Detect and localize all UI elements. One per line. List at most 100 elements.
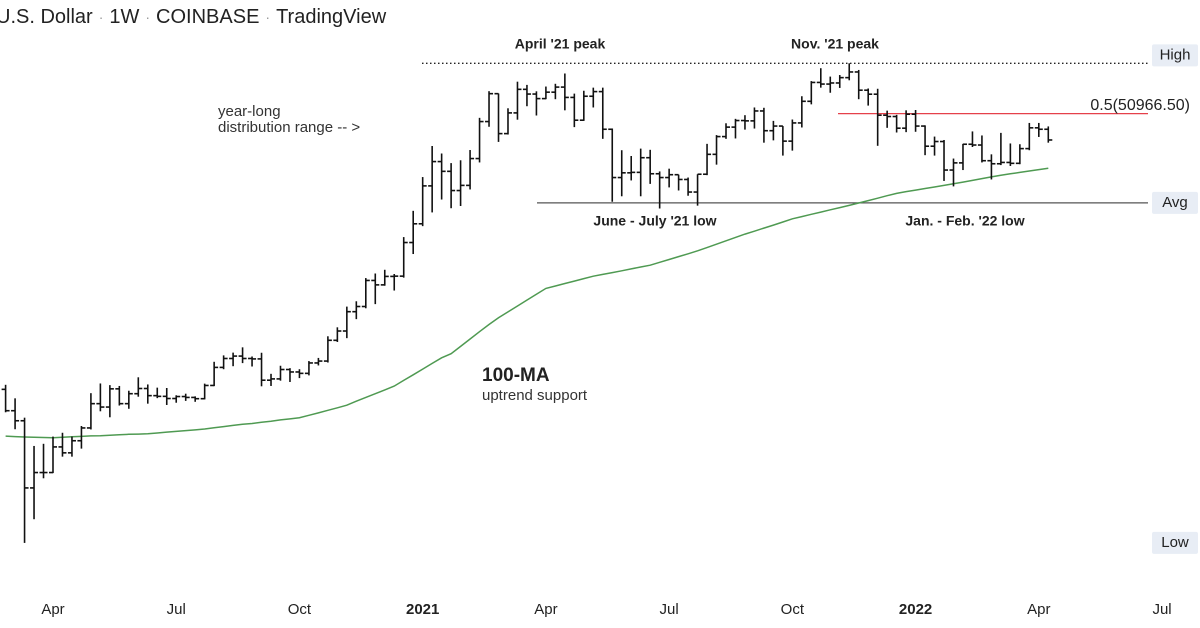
ohlc-bar bbox=[285, 368, 294, 382]
ohlc-bar bbox=[390, 273, 399, 291]
level-tag-label: High bbox=[1160, 46, 1191, 63]
ohlc-bar bbox=[485, 91, 494, 127]
ohlc-bar bbox=[210, 361, 219, 387]
level-tag-box bbox=[1152, 191, 1198, 214]
title-part: U.S. Dollar bbox=[0, 6, 93, 28]
ohlc-bar bbox=[248, 356, 257, 367]
ohlc-bar bbox=[911, 110, 920, 132]
ohlc-bar bbox=[447, 163, 456, 209]
ohlc-bar bbox=[1006, 143, 1015, 166]
x-tick-label: 2021 bbox=[406, 601, 439, 618]
ohlc-bar bbox=[399, 237, 408, 278]
ohlc-bar bbox=[418, 177, 427, 227]
x-tick-label: Apr bbox=[534, 601, 557, 618]
level-tag-box bbox=[1152, 531, 1198, 554]
ohlc-bar bbox=[541, 86, 550, 100]
annotation: June - July '21 low bbox=[593, 213, 716, 229]
ohlc-bar bbox=[608, 128, 617, 202]
ohlc-bar bbox=[105, 385, 114, 418]
x-tick-label: Oct bbox=[781, 601, 805, 618]
ohlc-bar bbox=[162, 387, 171, 405]
ohlc-bar bbox=[437, 153, 446, 200]
level-tag-box bbox=[1152, 44, 1198, 67]
ohlc-bar bbox=[475, 117, 484, 163]
annotation: distribution range -- > bbox=[218, 119, 360, 136]
ohlc-bar bbox=[219, 355, 228, 370]
ohlc-bar bbox=[958, 143, 967, 171]
ohlc-bar bbox=[257, 352, 266, 387]
ohlc-bar bbox=[361, 278, 370, 309]
ohlc-bar bbox=[940, 139, 949, 181]
ohlc-bar bbox=[371, 273, 380, 305]
ohlc-bar bbox=[740, 115, 749, 130]
x-tick-label: 2022 bbox=[899, 601, 932, 618]
ohlc-bar bbox=[153, 387, 162, 399]
ohlc-bar bbox=[598, 87, 607, 139]
ohlc-bar bbox=[115, 385, 124, 406]
ohlc-bar bbox=[295, 369, 304, 379]
ohlc-bar bbox=[1015, 144, 1024, 165]
ohlc-bar bbox=[873, 88, 882, 146]
ohlc-bar bbox=[693, 173, 702, 206]
title-part: 1W bbox=[109, 6, 139, 28]
ohlc-bar bbox=[845, 63, 854, 81]
ohlc-bar bbox=[48, 436, 57, 474]
ohlc-bar bbox=[20, 417, 29, 543]
ohlc-bar bbox=[684, 177, 693, 196]
ohlc-bar bbox=[229, 352, 238, 367]
ohlc-bar bbox=[124, 390, 133, 409]
ohlc-bar bbox=[674, 173, 683, 191]
ohlc-bar bbox=[532, 91, 541, 116]
ohlc-bar bbox=[380, 269, 389, 286]
ohlc-bar bbox=[636, 148, 645, 197]
ohlc-bar bbox=[703, 143, 712, 176]
ohlc-bar bbox=[579, 90, 588, 121]
ohlc-bar bbox=[892, 114, 901, 133]
ohlc-bar bbox=[96, 383, 105, 412]
title-separator: · bbox=[265, 9, 270, 25]
title-part: COINBASE bbox=[156, 6, 259, 28]
annotation: uptrend support bbox=[482, 387, 588, 404]
ohlc-bar bbox=[522, 84, 531, 107]
ohlc-bar bbox=[238, 347, 247, 364]
ohlc-bar bbox=[750, 107, 759, 129]
ohlc-bar bbox=[646, 149, 655, 184]
annotation: 100-MA bbox=[482, 365, 550, 386]
level-tag: High bbox=[1152, 44, 1198, 67]
ohlc-bar bbox=[816, 68, 825, 88]
x-tick-label: Apr bbox=[41, 601, 64, 618]
annotation: Jan. - Feb. '22 low bbox=[905, 213, 1024, 229]
ohlc-bar bbox=[181, 393, 190, 401]
ohlc-bar bbox=[39, 443, 48, 479]
chart-title: U.S. Dollar · 1W · COINBASE · TradingView bbox=[0, 6, 387, 28]
ohlc-bar bbox=[627, 156, 636, 181]
ohlc-bar bbox=[456, 160, 465, 206]
ohlc-bar bbox=[987, 154, 996, 180]
ohlc-bar bbox=[333, 327, 342, 342]
ohlc-bar bbox=[759, 107, 768, 143]
ohlc-bar bbox=[655, 171, 664, 209]
ohlc-bar bbox=[1, 384, 10, 413]
level-tag: Avg bbox=[1152, 191, 1198, 214]
ohlc-bar bbox=[560, 73, 569, 111]
ohlc-bar bbox=[807, 81, 816, 105]
annotation: year-long bbox=[218, 103, 281, 120]
ohlc-bar bbox=[902, 110, 911, 133]
ohlc-bar bbox=[11, 398, 20, 430]
level-tag-label: Avg bbox=[1162, 194, 1188, 211]
x-tick-label: Oct bbox=[288, 601, 312, 618]
title-part: TradingView bbox=[276, 6, 387, 28]
level-tag: Low bbox=[1152, 531, 1198, 554]
x-tick-label: Jul bbox=[1152, 601, 1171, 618]
ohlc-bar bbox=[826, 76, 835, 93]
ohlc-bar bbox=[883, 110, 892, 128]
ohlc-bar bbox=[1044, 126, 1053, 143]
annotation: April '21 peak bbox=[515, 36, 606, 52]
x-tick-label: Jul bbox=[167, 601, 186, 618]
ohlc-bar bbox=[276, 365, 285, 381]
ohlc-bar bbox=[835, 75, 844, 88]
ohlc-bar bbox=[304, 361, 313, 376]
ohlc-bar bbox=[466, 150, 475, 190]
